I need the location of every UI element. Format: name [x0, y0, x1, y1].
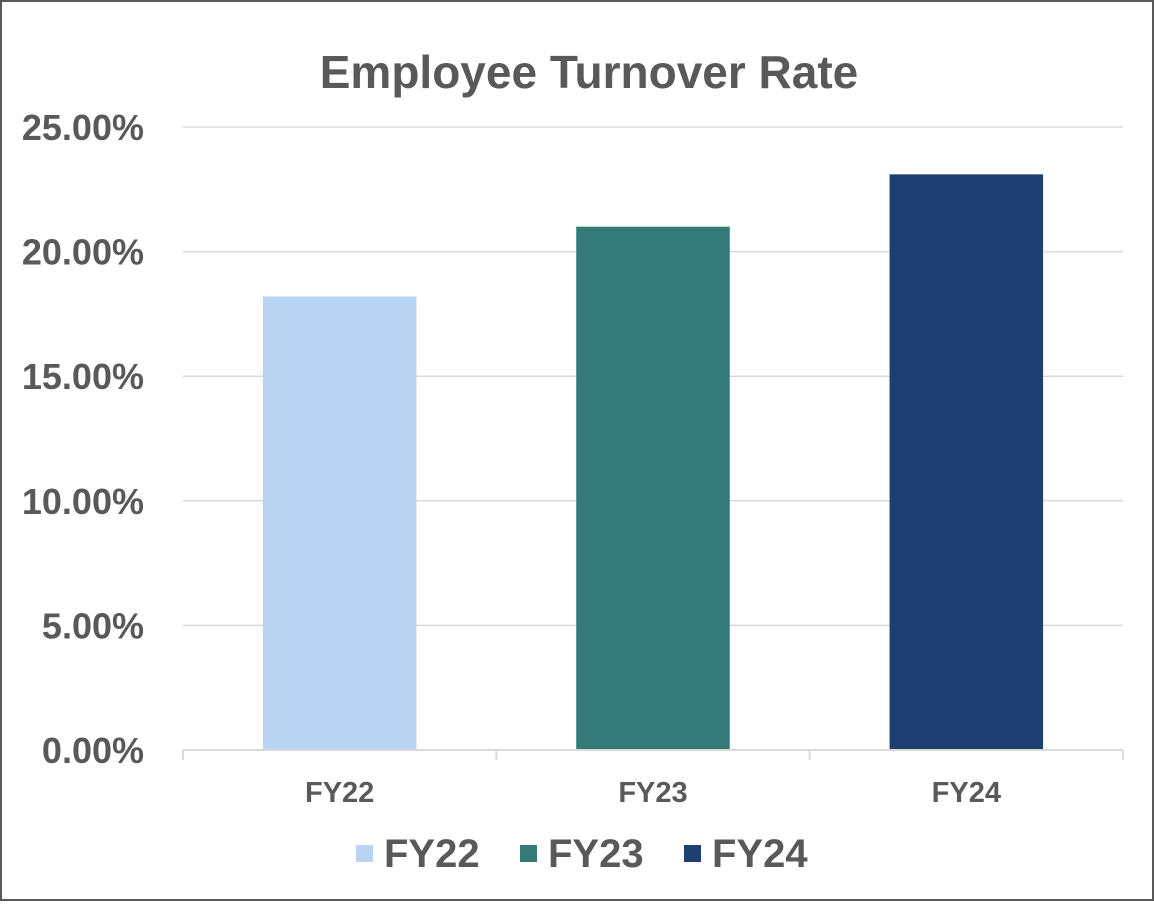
y-tick-label: 20.00%	[22, 232, 144, 273]
y-tick-label: 15.00%	[22, 356, 144, 397]
legend: FY22 FY23 FY24	[356, 832, 808, 876]
x-tick-label: FY24	[932, 777, 1001, 809]
y-axis-ticks: 0.00% 5.00% 10.00% 15.00% 20.00% 25.00%	[22, 107, 144, 771]
y-tick-label: 10.00%	[22, 481, 144, 522]
y-tick-label: 5.00%	[42, 605, 144, 646]
x-tick-label: FY23	[618, 777, 687, 809]
chart-title: Employee Turnover Rate	[320, 46, 859, 98]
legend-label: FY22	[384, 832, 480, 876]
legend-label: FY24	[712, 832, 808, 876]
x-axis: FY22 FY23 FY24	[182, 749, 1124, 809]
bar-fy22	[262, 296, 417, 750]
bars	[262, 174, 1044, 750]
y-tick-label: 0.00%	[42, 730, 144, 771]
bar-fy24	[889, 174, 1044, 750]
x-tick-label: FY22	[305, 777, 374, 809]
legend-swatch	[684, 845, 701, 862]
legend-swatch	[356, 845, 373, 862]
bar-fy23	[576, 226, 730, 750]
y-tick-label: 25.00%	[22, 107, 144, 148]
legend-label: FY23	[548, 832, 644, 876]
legend-swatch	[520, 845, 537, 862]
